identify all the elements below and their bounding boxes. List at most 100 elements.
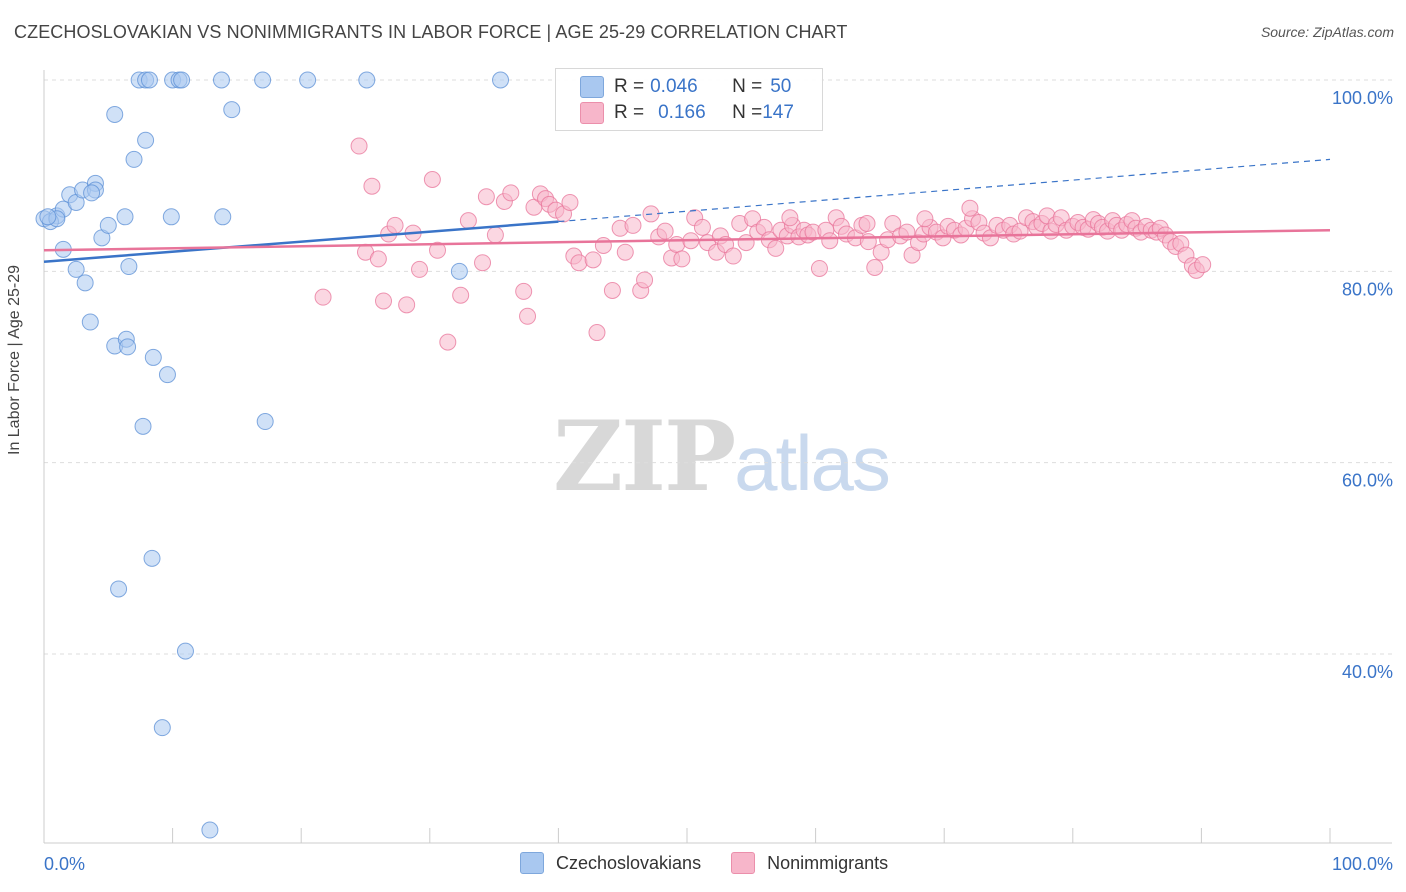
point-czechoslovakians [137, 131, 155, 149]
point-czechoslovakians [116, 208, 134, 226]
series-swatch-pink [731, 852, 756, 874]
point-czechoslovakians [176, 642, 194, 660]
point-czechoslovakians [173, 71, 191, 89]
point-nonimmigrants [519, 307, 537, 325]
series-legend-item-czechoslovakians: Czechoslovakians [520, 852, 701, 874]
point-nonimmigrants [570, 254, 588, 272]
point-czechoslovakians [67, 260, 85, 278]
point-czechoslovakians [492, 71, 510, 89]
correlation-legend: R = 0.046 N = 50 R = 0.166 N = 147 [555, 68, 823, 131]
source-label: Source: ZipAtlas.com [1260, 24, 1394, 40]
point-czechoslovakians [99, 216, 117, 234]
point-nonimmigrants [1194, 256, 1212, 274]
point-nonimmigrants [314, 288, 332, 306]
point-nonimmigrants [916, 210, 934, 228]
legend-r-label: R = [614, 102, 645, 123]
point-nonimmigrants [594, 237, 612, 255]
point-nonimmigrants [767, 239, 785, 257]
point-nonimmigrants [884, 215, 902, 232]
point-czechoslovakians [201, 821, 219, 839]
point-czechoslovakians [299, 71, 317, 89]
trendline-czechoslovakians-extension [558, 158, 1331, 223]
legend-swatch-blue [580, 76, 604, 98]
series-label: Nonimmigrants [767, 852, 889, 873]
point-nonimmigrants [584, 251, 602, 269]
point-nonimmigrants [459, 212, 477, 230]
point-czechoslovakians [212, 71, 230, 89]
point-nonimmigrants [363, 177, 381, 195]
point-czechoslovakians [140, 71, 158, 89]
y-tick-label: 40.0% [1342, 662, 1393, 682]
trendline-czechoslovakians [43, 220, 559, 264]
point-nonimmigrants [673, 250, 691, 268]
point-czechoslovakians [254, 71, 272, 89]
point-nonimmigrants [398, 296, 416, 314]
point-czechoslovakians [214, 208, 232, 226]
point-czechoslovakians [120, 258, 138, 276]
point-nonimmigrants [821, 232, 839, 250]
trendline-nonimmigrants [43, 228, 1331, 252]
chart-title: CZECHOSLOVAKIAN VS NONIMMIGRANTS IN LABO… [14, 22, 848, 42]
point-czechoslovakians [110, 580, 128, 598]
point-czechoslovakians [143, 549, 161, 567]
y-tick-label: 100.0% [1332, 88, 1393, 108]
series-legend-item-nonimmigrants: Nonimmigrants [731, 852, 888, 874]
point-czechoslovakians [76, 274, 94, 292]
legend-n-label: N = [732, 102, 763, 123]
point-nonimmigrants [810, 259, 828, 277]
point-nonimmigrants [693, 218, 711, 236]
point-czechoslovakians [223, 101, 241, 119]
point-czechoslovakians [358, 71, 376, 89]
point-czechoslovakians [125, 150, 143, 168]
legend-r-label: R = [614, 76, 645, 97]
watermark: ZIPatlas [553, 400, 891, 513]
legend-n-value: 50 [770, 76, 792, 97]
point-nonimmigrants [866, 259, 884, 277]
point-czechoslovakians [106, 105, 124, 123]
point-nonimmigrants [588, 324, 606, 342]
point-nonimmigrants [386, 216, 404, 234]
point-nonimmigrants [486, 226, 504, 244]
watermark-zip: ZIP [553, 400, 736, 513]
point-nonimmigrants [452, 286, 470, 304]
point-czechoslovakians [81, 313, 99, 331]
legend-row-nonimmigrants: R = 0.166 N = 147 [580, 101, 794, 125]
point-nonimmigrants [781, 209, 799, 227]
point-czechoslovakians [119, 338, 137, 356]
point-nonimmigrants [656, 222, 674, 240]
series-swatch-blue [520, 852, 544, 874]
point-nonimmigrants [858, 215, 876, 232]
point-czechoslovakians [158, 366, 176, 384]
point-nonimmigrants [369, 250, 387, 268]
point-czechoslovakians [162, 208, 180, 226]
point-nonimmigrants [350, 137, 368, 155]
x-tick-label: 0.0% [44, 854, 85, 874]
legend-r-value: 0.166 [658, 102, 706, 123]
point-nonimmigrants [515, 282, 533, 300]
point-nonimmigrants [624, 216, 642, 234]
point-nonimmigrants [603, 281, 621, 299]
x-tick-label: 100.0% [1332, 854, 1393, 874]
point-czechoslovakians [256, 413, 274, 431]
point-nonimmigrants [423, 170, 441, 188]
y-tick-label: 80.0% [1342, 279, 1393, 299]
point-nonimmigrants [636, 271, 654, 289]
point-nonimmigrants [477, 188, 495, 206]
point-czechoslovakians [144, 348, 162, 366]
point-czechoslovakians [83, 184, 101, 202]
point-nonimmigrants [616, 243, 634, 261]
point-nonimmigrants [502, 184, 520, 202]
point-nonimmigrants [961, 199, 979, 217]
series-label: Czechoslovakians [556, 852, 702, 873]
point-nonimmigrants [375, 292, 393, 310]
point-nonimmigrants [724, 247, 742, 265]
legend-r-value: 0.046 [650, 76, 698, 97]
legend-swatch-pink [580, 102, 604, 124]
point-czechoslovakians [39, 208, 57, 226]
legend-n-value: 147 [762, 102, 794, 123]
point-nonimmigrants [668, 236, 686, 254]
point-nonimmigrants [474, 254, 492, 272]
point-czechoslovakians [450, 262, 468, 280]
point-czechoslovakians [153, 719, 171, 737]
